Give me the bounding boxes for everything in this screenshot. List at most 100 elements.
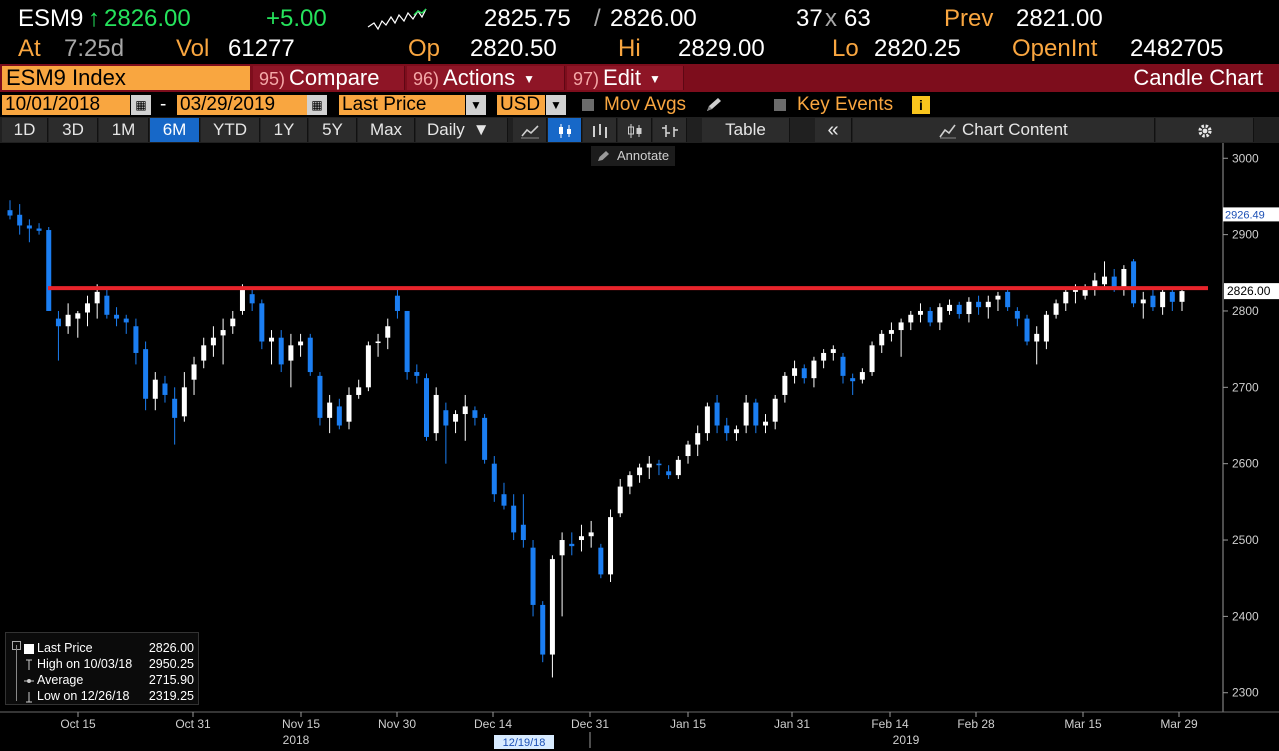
table-button[interactable]: Table bbox=[702, 118, 790, 142]
pencil-icon[interactable] bbox=[704, 96, 724, 119]
candle-up bbox=[239, 288, 245, 311]
period-ytd[interactable]: YTD bbox=[201, 118, 260, 142]
last-price-axis-label: 2826.00 bbox=[1227, 284, 1271, 298]
candle-up bbox=[1160, 291, 1166, 308]
edit-label: Edit bbox=[603, 65, 641, 90]
candle-chart-icon[interactable] bbox=[548, 118, 582, 142]
hollow-candle-icon[interactable] bbox=[618, 118, 652, 142]
ticker-symbol: ESM9 bbox=[18, 5, 84, 32]
candle-down bbox=[598, 547, 604, 575]
annotate-button[interactable]: Annotate bbox=[591, 146, 675, 166]
candle-down bbox=[482, 417, 488, 460]
candle-up bbox=[685, 444, 691, 457]
edit-menu-button[interactable]: 97) Edit ▼ bbox=[567, 66, 684, 90]
mov-avgs-checkbox[interactable] bbox=[582, 99, 594, 111]
period-3d[interactable]: 3D bbox=[49, 118, 98, 142]
low-value: 2820.25 bbox=[874, 35, 961, 62]
candle-up bbox=[94, 291, 100, 304]
candle-down bbox=[569, 543, 575, 547]
calendar-icon[interactable]: ▦ bbox=[307, 95, 327, 115]
prev-label: Prev bbox=[944, 5, 994, 32]
candle-down bbox=[317, 375, 323, 418]
candle-up bbox=[365, 345, 371, 388]
period-max[interactable]: Max bbox=[358, 118, 415, 142]
chart-content-label: Chart Content bbox=[961, 120, 1068, 139]
start-date-field[interactable]: 10/01/2018 bbox=[2, 95, 130, 115]
candle-chart[interactable]: 3000 2900 2800 2700 2600 2500 2400 2300 2926.49 2… bbox=[0, 143, 1279, 751]
calendar-icon[interactable]: ▦ bbox=[131, 95, 151, 115]
candle-down bbox=[1005, 291, 1011, 308]
bar-chart-icon[interactable] bbox=[583, 118, 617, 142]
candle-up bbox=[346, 394, 352, 422]
parameter-row: 10/01/2018 ▦ - 03/29/2019 ▦ Last Price ▼… bbox=[0, 94, 1279, 116]
candle-down bbox=[1169, 291, 1175, 302]
key-events-checkbox[interactable] bbox=[774, 99, 786, 111]
candle-up bbox=[84, 303, 90, 313]
open-interest-value: 2482705 bbox=[1130, 35, 1224, 62]
currency-select[interactable]: USD bbox=[497, 95, 545, 115]
legend-value: 2319.25 bbox=[148, 689, 194, 703]
candle-up bbox=[1034, 333, 1040, 342]
period-1m[interactable]: 1M bbox=[99, 118, 149, 142]
candle-up bbox=[617, 486, 623, 514]
price-field-select[interactable]: Last Price bbox=[339, 95, 465, 115]
period-1d[interactable]: 1D bbox=[2, 118, 48, 142]
period-1y[interactable]: 1Y bbox=[261, 118, 308, 142]
candle-up bbox=[75, 313, 81, 319]
collapse-double-chevron-icon[interactable]: « bbox=[815, 118, 852, 142]
candle-down bbox=[956, 304, 962, 315]
candle-down bbox=[520, 524, 526, 541]
ohlc-bar-icon[interactable] bbox=[653, 118, 687, 142]
candle-up bbox=[917, 310, 923, 315]
ask-price: 2826.00 bbox=[610, 5, 697, 32]
chart-content-icon bbox=[939, 124, 957, 139]
compare-label: Compare bbox=[289, 65, 380, 90]
period-6m[interactable]: 6M bbox=[150, 118, 200, 142]
legend-label: Low on 12/26/18 bbox=[37, 689, 130, 703]
candle-down bbox=[404, 310, 410, 373]
y-tick-label: 2400 bbox=[1232, 609, 1259, 623]
legend-row-last-price: Last Price 2826.00 bbox=[6, 640, 198, 656]
candle-down bbox=[423, 378, 429, 437]
dropdown-arrow-icon[interactable]: ▼ bbox=[466, 95, 486, 115]
annotate-label: Annotate bbox=[617, 148, 670, 163]
white-square-icon bbox=[24, 643, 34, 657]
line-chart-icon[interactable] bbox=[513, 118, 547, 142]
candle-down bbox=[724, 425, 730, 434]
high-label: Hi bbox=[618, 35, 641, 62]
candle-up bbox=[859, 372, 865, 380]
end-date-field[interactable]: 03/29/2019 bbox=[177, 95, 307, 115]
key-events-label[interactable]: Key Events bbox=[797, 94, 894, 115]
bid-ask-separator: / bbox=[594, 5, 601, 32]
settings-gear-icon[interactable] bbox=[1156, 118, 1254, 142]
candle-up bbox=[908, 314, 914, 323]
cursor-date-box bbox=[494, 735, 554, 749]
info-icon[interactable]: i bbox=[912, 96, 930, 114]
dropdown-arrow-icon[interactable]: ▼ bbox=[546, 95, 566, 115]
candle-up bbox=[733, 429, 739, 434]
period-5y[interactable]: 5Y bbox=[309, 118, 357, 142]
compare-button[interactable]: 95) Compare bbox=[253, 66, 405, 90]
security-field[interactable]: ESM9 Index bbox=[2, 66, 250, 90]
prev-value: 2821.00 bbox=[1016, 5, 1103, 32]
size-separator: x bbox=[825, 5, 837, 32]
candle-up bbox=[152, 379, 158, 399]
candle-up bbox=[1053, 303, 1059, 315]
high-value: 2829.00 bbox=[678, 35, 765, 62]
candle-up bbox=[1102, 276, 1108, 285]
legend-label: Last Price bbox=[37, 641, 93, 655]
x-tick-label: Oct 15 bbox=[60, 717, 96, 731]
candle-up bbox=[1179, 291, 1185, 302]
ask-size: 63 bbox=[844, 5, 871, 32]
frequency-select[interactable]: Daily ▼ bbox=[416, 118, 508, 142]
candle-up bbox=[453, 414, 459, 422]
net-change: +5.00 bbox=[266, 5, 327, 32]
bid-size: 37 bbox=[796, 5, 823, 32]
candle-up bbox=[1140, 299, 1146, 304]
mov-avgs-label[interactable]: Mov Avgs bbox=[604, 94, 687, 115]
chart-content-button[interactable]: Chart Content bbox=[853, 118, 1155, 142]
actions-menu-button[interactable]: 96) Actions ▼ bbox=[407, 66, 565, 90]
edit-number: 97) bbox=[573, 69, 600, 89]
candle-up bbox=[549, 559, 555, 655]
axis-marker-label: 2926.49 bbox=[1225, 209, 1265, 221]
